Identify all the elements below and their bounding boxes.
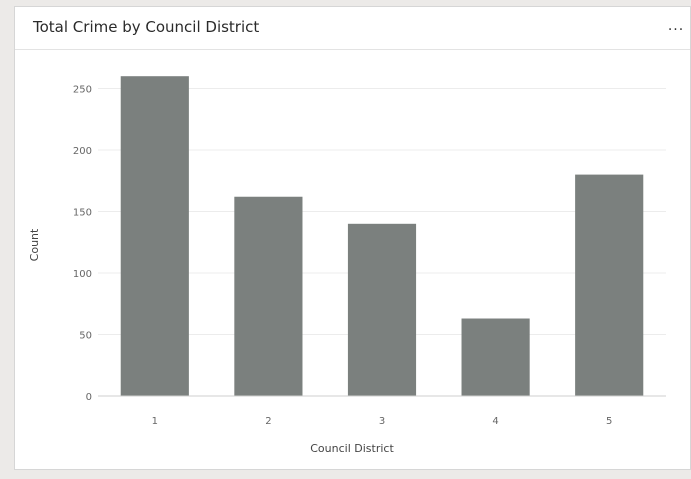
- bar-district-2[interactable]: [234, 196, 303, 396]
- x-tick-label: 3: [379, 416, 385, 427]
- y-tick-label: 200: [73, 146, 92, 157]
- x-tick-label: 1: [152, 416, 158, 427]
- card-header: Total Crime by Council District ...: [15, 7, 690, 50]
- x-tick-label: 5: [606, 416, 612, 427]
- y-axis-ticks: 0 50 100 150 200 250: [73, 85, 92, 404]
- x-axis-ticks: 1 2 3 4 5: [152, 416, 613, 427]
- x-tick-label: 2: [265, 416, 271, 427]
- bar-district-5[interactable]: [575, 174, 644, 396]
- bar-district-1[interactable]: [120, 76, 189, 396]
- more-options-icon[interactable]: ...: [667, 18, 685, 34]
- y-tick-label: 250: [73, 85, 92, 96]
- x-axis-title: Council District: [310, 442, 394, 455]
- bar-district-4[interactable]: [461, 318, 530, 396]
- bars: [120, 76, 644, 396]
- chart-title: Total Crime by Council District: [33, 18, 260, 36]
- y-tick-label: 100: [73, 269, 92, 280]
- bar-district-3[interactable]: [347, 223, 417, 396]
- y-axis-title: Count: [28, 228, 41, 261]
- y-tick-label: 50: [79, 331, 92, 342]
- x-tick-label: 4: [492, 416, 498, 427]
- y-tick-label: 0: [86, 392, 92, 403]
- y-tick-label: 150: [73, 208, 92, 219]
